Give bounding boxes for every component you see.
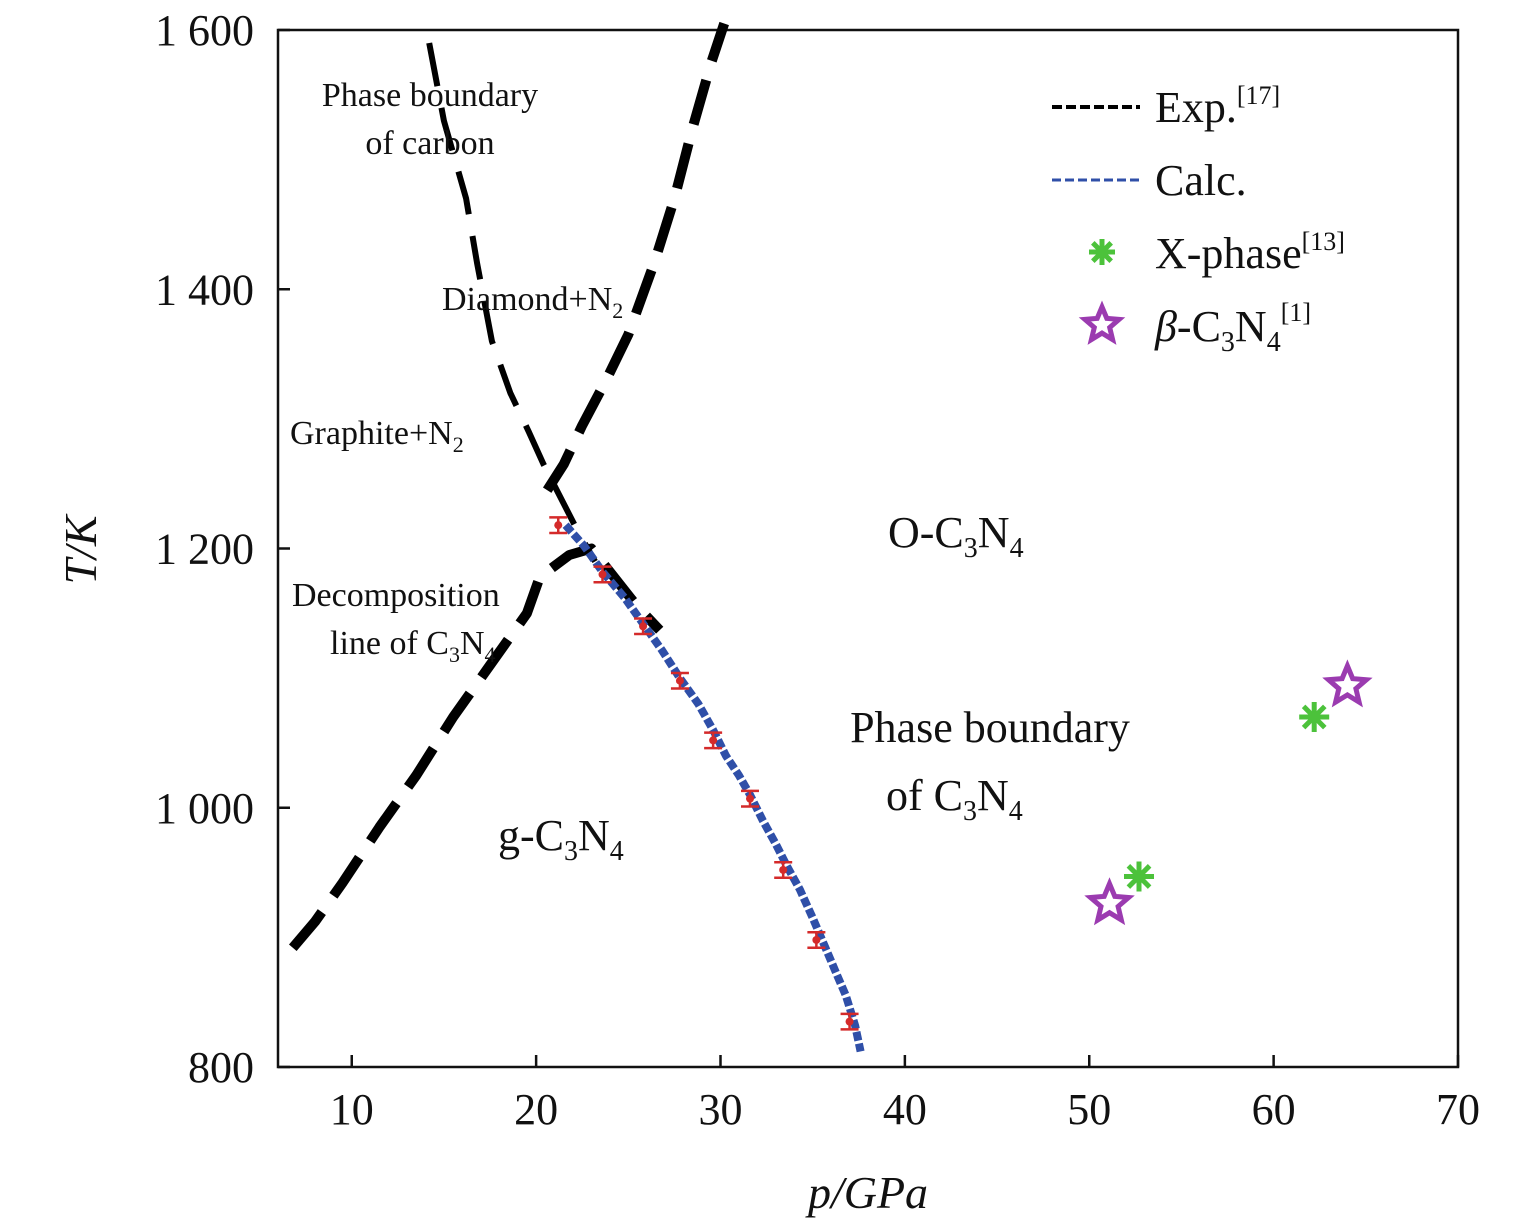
y-axis-ticks: 800 1 000 1 200 1 400 1 600 [155,6,290,1092]
annotation-graphite-sub: 2 [453,432,464,457]
error-bar [670,671,689,690]
error-bar [593,565,612,584]
error-bar-point [675,676,684,685]
annotation-o-mid: N [978,508,1010,557]
series-line-decomposition-line-of-c3n4 [288,543,664,951]
x-tick-label: 20 [514,1085,558,1134]
x-tick-label: 60 [1252,1085,1296,1134]
annotation-graphite-main: Graphite+N [290,415,453,452]
x-phase-marker-stroke [1126,864,1152,889]
annotation-decomposition-line1: Decomposition [292,577,500,614]
annotation-g-mid: N [578,811,610,860]
legend-beta-ref: [1] [1281,298,1311,327]
error-bar-point [845,1017,854,1026]
x-tick-label: 50 [1067,1085,1111,1134]
plot-frame [276,28,1460,1069]
x-tick-label: 10 [330,1085,374,1134]
annotation-decomp-main: line of C [330,625,449,662]
annotation-g-main: g-C [498,811,564,860]
annotation-pb-sub1: 3 [963,796,977,827]
legend-beta-n: N [1235,302,1267,351]
annotation-pb-main: of C [886,771,963,820]
legend-exp-text: Exp. [1155,83,1237,132]
annotation-graphite: Graphite+N2 [290,415,464,457]
y-tick-label: 1 200 [155,525,254,574]
x-tick-label: 40 [883,1085,927,1134]
legend-xphase-text: X-phase [1155,229,1302,278]
x-tick-label: 70 [1436,1085,1480,1134]
error-bar-point [812,935,821,944]
legend-x-phase-asterisk-stroke [1091,241,1113,263]
legend-exp-label: Exp.[17] [1155,81,1280,132]
error-bar [840,1012,859,1031]
legend-beta-label: β-C3N4[1] [1154,298,1311,358]
annotation-decomposition-line2: line of C3N4 [330,625,496,667]
x-phase-marker [1124,861,1154,892]
error-bar-point [598,570,607,579]
annotation-decomp-mid: N [460,625,485,662]
error-bar [741,789,759,808]
annotation-g-sub1: 3 [564,836,578,867]
error-bar [704,731,723,750]
legend-beta-sub1: 3 [1221,327,1235,358]
series-line-calc- [562,522,865,1053]
y-axis-title: T/K [55,513,106,584]
legend-xphase-ref: [13] [1302,227,1345,256]
annotation-decomp-sub2: 4 [485,642,496,667]
annotation-carbon-line2: of carbon [365,125,494,162]
error-bar-point [779,865,788,874]
error-bar-point [639,622,648,631]
error-bar [549,516,568,535]
legend: Exp.[17] Calc. X-phase[13] β-C3N4[1] [1052,81,1345,358]
annotation-pb-mid: N [977,771,1009,820]
legend-beta-star [1078,300,1126,345]
y-tick-label: 1 600 [155,6,254,55]
legend-beta-marker [1078,300,1126,345]
annotation-diamond: Diamond+N2 [442,281,623,323]
beta-c3n4-marker [1084,877,1135,926]
error-bar-point [746,794,754,803]
annotation-g-sub2: 4 [610,836,624,867]
legend-xphase-label: X-phase[13] [1155,227,1345,278]
y-tick-label: 1 000 [155,784,254,833]
beta-c3n4-marker [1322,659,1373,708]
error-bar [807,930,826,949]
error-bar [774,860,793,879]
annotation-o-main: O-C [888,508,964,557]
legend-xphase-marker [1089,239,1115,265]
annotation-pb-sub2: 4 [1009,796,1023,827]
legend-beta-beta: β [1154,302,1177,351]
legend-beta-sub2: 4 [1267,327,1281,358]
series-line-diamond-graphite-boundary [542,21,729,493]
legend-exp-ref: [17] [1237,81,1280,110]
annotation-o-sub2: 4 [1010,533,1024,564]
annotation-phase-boundary-line1: Phase boundary [850,703,1130,752]
annotation-g-c3n4: g-C3N4 [498,811,624,867]
x-phase-marker-stroke [1301,704,1327,730]
error-bar-point [554,521,563,530]
annotation-phase-boundary-line2: of C3N4 [886,771,1023,827]
marker-layer [1084,659,1373,926]
legend-beta-c: -C [1177,302,1221,351]
error-bar [634,617,653,636]
annotation-o-c3n4: O-C3N4 [888,508,1024,564]
annotation-diamond-sub: 2 [612,298,623,323]
error-bar-point [709,736,718,745]
annotation-o-sub1: 3 [964,533,978,564]
series-layer [288,21,865,1053]
series-line-phase-boundary-of-carbon [426,42,598,563]
y-tick-label: 800 [188,1043,254,1092]
x-tick-label: 30 [699,1085,743,1134]
errorbar-layer [549,516,859,1031]
x-axis-ticks: 10 20 30 40 50 60 70 [330,1055,1480,1134]
annotation-carbon-line1: Phase boundary [322,77,538,114]
legend-calc-label: Calc. [1155,156,1247,205]
legend-x-phase-asterisk [1089,239,1115,265]
x-axis-title: p/GPa [805,1167,928,1218]
annotation-decomp-sub1: 3 [449,642,460,667]
annotation-diamond-main: Diamond+N [442,281,612,318]
x-phase-marker [1299,702,1330,732]
y-tick-label: 1 400 [155,265,254,314]
